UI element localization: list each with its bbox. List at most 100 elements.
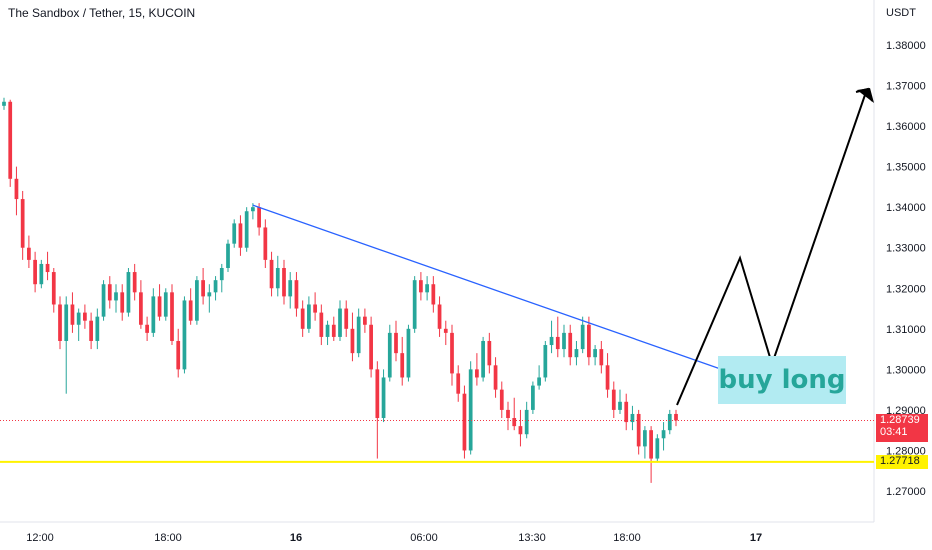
candle-down[interactable] xyxy=(27,247,31,260)
candle-up[interactable] xyxy=(406,328,411,378)
candle-down[interactable] xyxy=(512,418,517,427)
candle-up[interactable] xyxy=(412,280,417,329)
candle-up[interactable] xyxy=(95,316,100,341)
candle-up[interactable] xyxy=(338,308,342,337)
candle-down[interactable] xyxy=(238,223,243,248)
candle-up[interactable] xyxy=(630,413,635,423)
candle-up[interactable] xyxy=(574,349,579,358)
candle-down[interactable] xyxy=(139,292,143,325)
candle-up[interactable] xyxy=(126,272,131,313)
candle-down[interactable] xyxy=(20,199,25,248)
candle-up[interactable] xyxy=(275,268,280,289)
candle-down[interactable] xyxy=(257,207,261,228)
candle-up[interactable] xyxy=(39,263,44,285)
candle-up[interactable] xyxy=(356,316,361,354)
candle-up[interactable] xyxy=(425,284,429,293)
candle-down[interactable] xyxy=(58,304,62,341)
candle-down[interactable] xyxy=(674,413,678,421)
candle-up[interactable] xyxy=(387,332,392,378)
candle-up[interactable] xyxy=(226,243,230,268)
candle-up[interactable] xyxy=(580,324,585,350)
candle-down[interactable] xyxy=(555,336,560,350)
candle-up[interactable] xyxy=(537,377,541,386)
price-axis[interactable]: 1.38000 1.37000 1.36000 1.35000 1.34000 1.330… xyxy=(886,40,926,498)
candle-up[interactable] xyxy=(667,413,672,431)
candle-down[interactable] xyxy=(450,332,454,374)
candle-down[interactable] xyxy=(331,324,336,337)
candle-down[interactable] xyxy=(506,409,510,419)
candle-up[interactable] xyxy=(381,377,386,419)
candle-up[interactable] xyxy=(325,324,330,337)
candle-down[interactable] xyxy=(33,259,37,285)
candle-down[interactable] xyxy=(188,300,193,321)
projection-path[interactable] xyxy=(676,91,867,406)
candle-up[interactable] xyxy=(151,296,156,333)
candle-down[interactable] xyxy=(431,284,436,305)
candle-up[interactable] xyxy=(549,336,554,346)
candle-up[interactable] xyxy=(468,369,473,451)
candle-down[interactable] xyxy=(120,292,125,313)
candle-down[interactable] xyxy=(89,320,93,341)
candle-up[interactable] xyxy=(163,292,168,317)
candle-down[interactable] xyxy=(611,389,616,410)
candle-down[interactable] xyxy=(419,280,423,293)
candle-down[interactable] xyxy=(51,272,56,305)
candle-down[interactable] xyxy=(300,308,305,329)
candle-down[interactable] xyxy=(462,393,467,451)
candle-down[interactable] xyxy=(157,296,162,317)
candle-down[interactable] xyxy=(176,340,181,370)
candle-down[interactable] xyxy=(14,178,19,200)
candle-down[interactable] xyxy=(587,324,591,358)
candle-up[interactable] xyxy=(2,101,6,106)
buy-long-label[interactable]: buy long xyxy=(718,356,846,404)
candle-up[interactable] xyxy=(114,292,118,301)
candle-up[interactable] xyxy=(524,409,529,435)
candle-up[interactable] xyxy=(64,304,69,341)
candle-up[interactable] xyxy=(101,284,106,317)
candle-down[interactable] xyxy=(369,324,373,370)
candle-up[interactable] xyxy=(543,345,548,378)
candle-down[interactable] xyxy=(344,308,349,329)
trendline[interactable] xyxy=(252,204,777,390)
candle-up[interactable] xyxy=(562,332,566,350)
candle-down[interactable] xyxy=(8,101,13,179)
candle-down[interactable] xyxy=(313,304,317,313)
candle-up[interactable] xyxy=(618,401,622,410)
candle-down[interactable] xyxy=(107,284,112,301)
candle-down[interactable] xyxy=(499,389,504,410)
candle-down[interactable] xyxy=(493,365,498,390)
candle-up[interactable] xyxy=(481,340,485,378)
candle-down[interactable] xyxy=(263,227,268,260)
candle-down[interactable] xyxy=(70,304,75,325)
candle-down[interactable] xyxy=(132,272,137,293)
candle-down[interactable] xyxy=(45,263,50,273)
candle-up[interactable] xyxy=(593,349,597,358)
candle-down[interactable] xyxy=(437,304,442,329)
candle-up[interactable] xyxy=(661,430,666,439)
candle-down[interactable] xyxy=(145,324,149,333)
candle-down[interactable] xyxy=(201,280,205,297)
candle-down[interactable] xyxy=(599,349,604,366)
candle-down[interactable] xyxy=(518,426,523,435)
candle-down[interactable] xyxy=(624,401,629,423)
candle-up[interactable] xyxy=(219,268,224,281)
candle-down[interactable] xyxy=(487,340,492,366)
candle-down[interactable] xyxy=(282,268,286,297)
candle-down[interactable] xyxy=(475,369,479,378)
candle-down[interactable] xyxy=(170,292,174,341)
candle-down[interactable] xyxy=(568,332,573,358)
candle-up[interactable] xyxy=(76,312,81,325)
candle-up[interactable] xyxy=(307,304,311,329)
candle-up[interactable] xyxy=(207,292,212,297)
candle-up[interactable] xyxy=(655,438,660,459)
candle-down[interactable] xyxy=(456,373,461,394)
candle-down[interactable] xyxy=(649,430,653,459)
candle-up[interactable] xyxy=(213,280,218,293)
candle-up[interactable] xyxy=(288,280,293,297)
candle-up[interactable] xyxy=(244,211,249,248)
candle-down[interactable] xyxy=(363,316,367,325)
candle-up[interactable] xyxy=(643,430,647,447)
candle-down[interactable] xyxy=(400,353,405,378)
candle-down[interactable] xyxy=(636,413,641,447)
